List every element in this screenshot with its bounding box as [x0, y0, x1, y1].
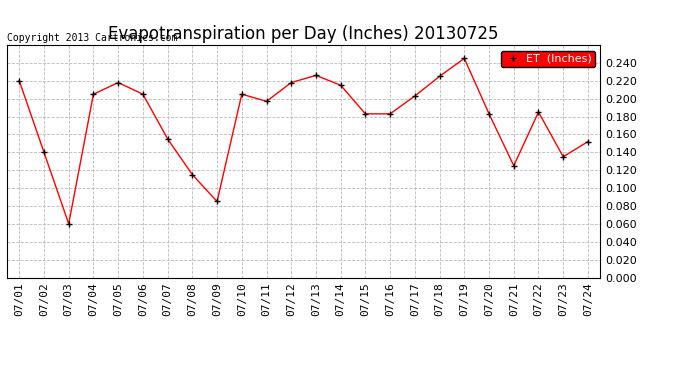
ET  (Inches) [510, 164, 518, 168]
ET  (Inches) [559, 154, 567, 159]
ET  (Inches) [386, 112, 394, 116]
ET  (Inches) [411, 94, 419, 98]
ET  (Inches) [534, 110, 542, 114]
ET  (Inches) [139, 92, 147, 96]
ET  (Inches) [337, 83, 345, 87]
ET  (Inches) [40, 150, 48, 154]
ET  (Inches) [237, 92, 246, 96]
Text: Copyright 2013 Cartronics.com: Copyright 2013 Cartronics.com [7, 33, 177, 43]
ET  (Inches) [262, 99, 270, 104]
ET  (Inches) [65, 222, 73, 226]
ET  (Inches) [188, 172, 197, 177]
ET  (Inches) [287, 80, 295, 85]
Line: ET  (Inches): ET (Inches) [16, 55, 591, 227]
Legend: ET  (Inches): ET (Inches) [501, 51, 595, 67]
ET  (Inches) [114, 80, 122, 85]
ET  (Inches) [435, 74, 444, 78]
ET  (Inches) [362, 112, 370, 116]
ET  (Inches) [213, 199, 221, 204]
ET  (Inches) [485, 112, 493, 116]
Title: Evapotranspiration per Day (Inches) 20130725: Evapotranspiration per Day (Inches) 2013… [108, 26, 499, 44]
ET  (Inches) [312, 73, 320, 78]
ET  (Inches) [15, 78, 23, 83]
ET  (Inches) [460, 56, 469, 61]
ET  (Inches) [584, 140, 592, 144]
ET  (Inches) [89, 92, 97, 96]
ET  (Inches) [164, 136, 172, 141]
